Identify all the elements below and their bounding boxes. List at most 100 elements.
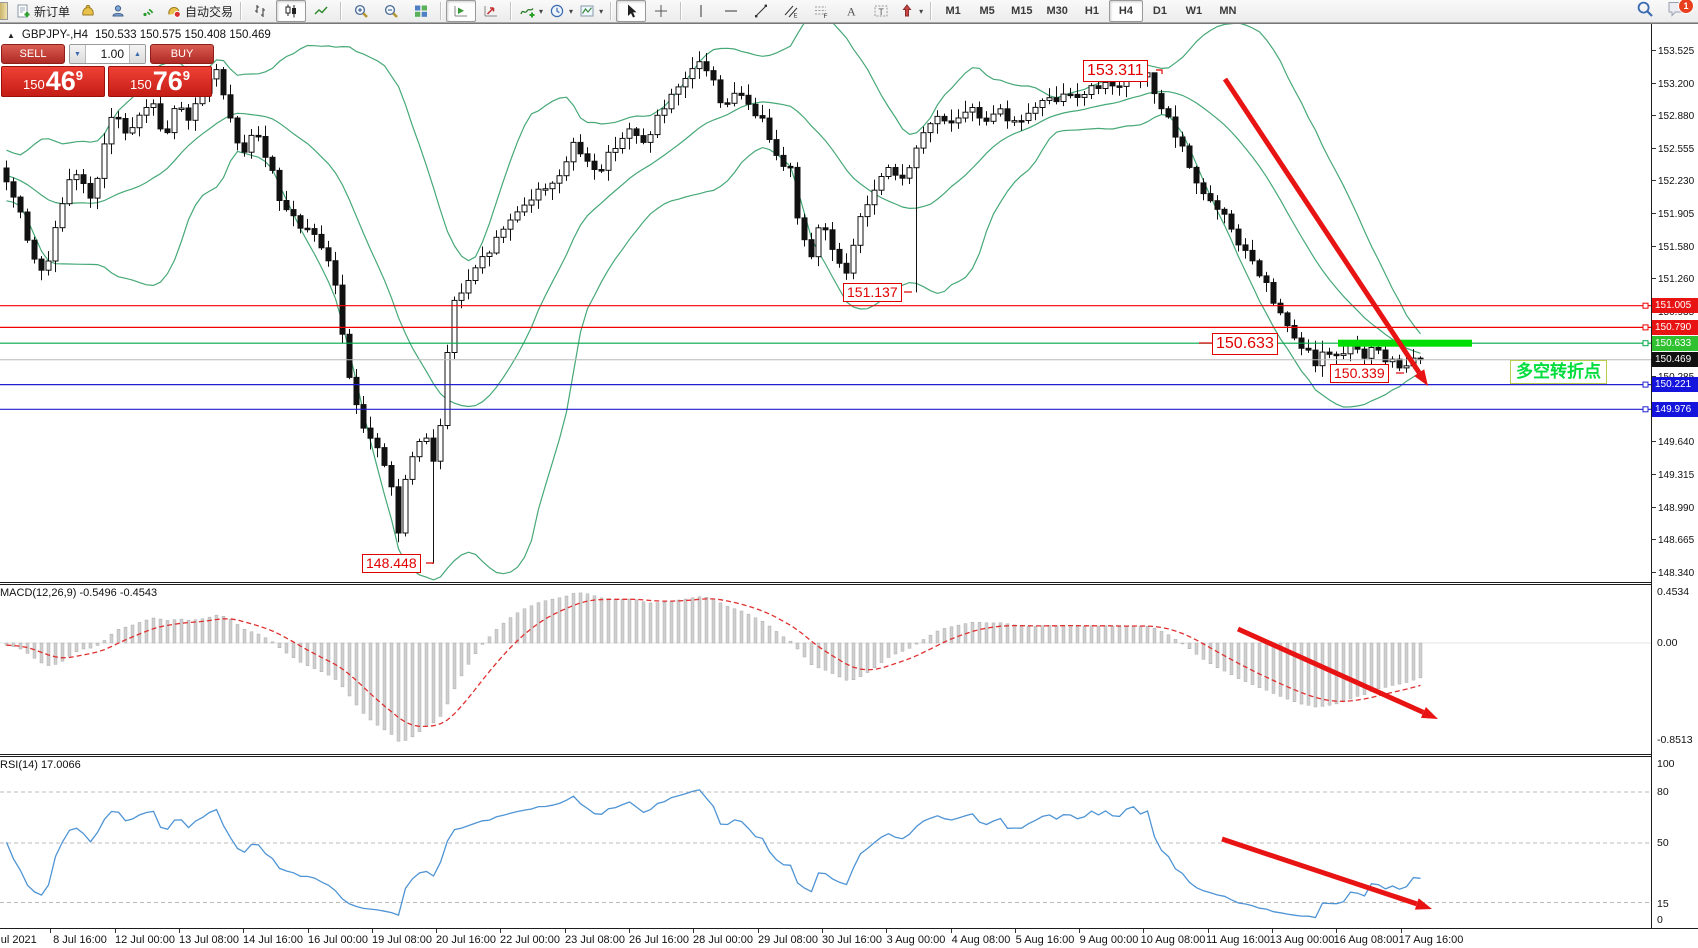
indicators-button[interactable]: ▾ xyxy=(516,0,546,22)
price-pane[interactable] xyxy=(0,24,1651,582)
market-watch-button[interactable] xyxy=(73,0,103,22)
price-axis-tick: 149.640 xyxy=(1652,436,1698,450)
time-axis-tick xyxy=(693,929,694,933)
time-axis-label: 9 Aug 00:00 xyxy=(1079,934,1139,946)
channel-icon: E xyxy=(783,3,799,19)
buy-price-prefix: 150 xyxy=(130,77,152,92)
indicator-axis-label: 100 xyxy=(1657,758,1675,770)
price-axis-badge: 150.469 xyxy=(1652,352,1698,367)
chevron-down-icon[interactable]: ▾ xyxy=(599,6,604,16)
profile-button[interactable] xyxy=(103,0,133,22)
text-icon: A xyxy=(843,3,859,19)
sell-price-big: 46 xyxy=(45,66,76,96)
notifications-button[interactable]: 1 xyxy=(1666,0,1694,21)
text-button[interactable]: A xyxy=(836,0,866,22)
time-axis-label: 17 Aug 16:00 xyxy=(1398,934,1464,946)
toolbar-separator xyxy=(440,2,443,20)
templates-button[interactable]: ▾ xyxy=(576,0,606,22)
auto-trading-button[interactable]: 自动交易 xyxy=(163,0,236,22)
new-order-button[interactable]: 新订单 xyxy=(12,0,73,22)
buy-price-sup: 9 xyxy=(182,68,190,83)
tf-m15-button-label: M15 xyxy=(1011,5,1033,17)
panel-separator[interactable] xyxy=(0,754,1698,757)
chevron-down-icon[interactable]: ▾ xyxy=(539,6,544,16)
sell-price-sup: 9 xyxy=(75,68,83,83)
new-order-button-label: 新订单 xyxy=(34,4,71,19)
vertical-line-button[interactable] xyxy=(686,0,716,22)
tf-h1-button[interactable]: H1 xyxy=(1075,0,1109,22)
vline-icon xyxy=(693,3,709,19)
fibonacci-button[interactable]: F xyxy=(806,0,836,22)
indicators-icon xyxy=(519,3,535,19)
time-axis-label: 13 Aug 00:00 xyxy=(1269,934,1335,946)
text-label-button[interactable]: T xyxy=(866,0,896,22)
time-axis-tick xyxy=(1401,929,1402,933)
rsi-label: RSI(14) 17.0066 xyxy=(0,759,81,771)
line-icon xyxy=(313,3,329,19)
time-axis-label: 16 Jul 00:00 xyxy=(308,934,368,946)
price-annotation[interactable]: 151.137 xyxy=(843,283,902,302)
tf-w1-button[interactable]: W1 xyxy=(1177,0,1211,22)
panel-separator[interactable] xyxy=(0,582,1698,585)
tile-windows-button[interactable] xyxy=(406,0,436,22)
time-axis-tick xyxy=(500,929,501,933)
price-axis[interactable]: 153.525 153.200 152.880 152.555 152.230 151.9… xyxy=(1651,24,1698,928)
shapes-button[interactable]: ▾ xyxy=(896,0,926,22)
tf-mn-button[interactable]: MN xyxy=(1211,0,1245,22)
chart-shift-icon xyxy=(483,3,499,19)
collapse-icon[interactable]: ▲ xyxy=(7,30,15,40)
crosshair-button[interactable] xyxy=(646,0,676,22)
shapes-icon xyxy=(899,3,915,19)
buy-button[interactable]: BUY xyxy=(150,44,214,64)
cursor-button[interactable] xyxy=(616,0,647,22)
profile-icon xyxy=(110,3,126,19)
price-annotation[interactable]: 153.311 xyxy=(1083,60,1148,82)
trendline-button[interactable] xyxy=(746,0,776,22)
tf-d1-button-label: D1 xyxy=(1152,5,1167,17)
new-order-icon xyxy=(15,3,31,19)
signals-button[interactable] xyxy=(133,0,163,22)
tf-m1-button[interactable]: M1 xyxy=(936,0,970,22)
tf-m5-button[interactable]: M5 xyxy=(970,0,1004,22)
buy-price-button[interactable]: 150 76 9 xyxy=(108,66,212,97)
time-axis-label: 22 Jul 00:00 xyxy=(500,934,560,946)
periods-button[interactable]: ▾ xyxy=(546,0,576,22)
zoom-out-icon xyxy=(383,3,399,19)
tf-m30-button[interactable]: M30 xyxy=(1040,0,1075,22)
tf-h4-button[interactable]: H4 xyxy=(1108,0,1143,22)
time-axis-label: 19 Jul 08:00 xyxy=(372,934,432,946)
price-axis-tick: 152.555 xyxy=(1652,143,1698,157)
candlestick-chart-button[interactable] xyxy=(276,0,307,22)
bar-chart-button[interactable] xyxy=(246,0,276,22)
search-button[interactable] xyxy=(1634,1,1656,21)
equidistant-channel-button[interactable]: E xyxy=(776,0,806,22)
line-chart-button[interactable] xyxy=(306,0,336,22)
price-annotation[interactable]: 150.339 xyxy=(1330,364,1389,383)
toolbar-separator xyxy=(610,2,613,20)
time-axis-label: 30 Jul 16:00 xyxy=(822,934,882,946)
price-annotation[interactable]: 150.633 xyxy=(1212,333,1278,355)
zoom-in-button[interactable] xyxy=(346,0,376,22)
zoom-out-button[interactable] xyxy=(376,0,406,22)
time-axis[interactable]: Jul 2021 8 Jul 16:00 12 Jul 00:00 13 Jul 08… xyxy=(0,928,1698,948)
volume-input[interactable]: 1.00 xyxy=(100,47,124,61)
sell-price-button[interactable]: 150 46 9 xyxy=(1,66,105,97)
time-axis-label: 28 Jul 00:00 xyxy=(693,934,753,946)
time-axis-tick xyxy=(1143,929,1144,933)
horizontal-line-button[interactable] xyxy=(716,0,746,22)
sell-button[interactable]: SELL xyxy=(1,44,65,64)
time-axis-label: 20 Jul 16:00 xyxy=(436,934,496,946)
volume-decrease-button[interactable]: ▼ xyxy=(70,45,86,63)
price-axis-tick: 148.340 xyxy=(1652,567,1698,581)
price-annotation[interactable]: 148.448 xyxy=(362,554,421,573)
chevron-down-icon[interactable]: ▾ xyxy=(569,6,574,16)
chevron-down-icon[interactable]: ▾ xyxy=(919,6,924,16)
time-axis-tick xyxy=(951,929,952,933)
note-annotation[interactable]: 多空转折点 xyxy=(1510,360,1607,384)
tf-m15-button[interactable]: M15 xyxy=(1004,0,1039,22)
tf-d1-button[interactable]: D1 xyxy=(1143,0,1177,22)
symbol-header: ▲ GBPJPY-,H4 150.533 150.575 150.408 150… xyxy=(7,29,271,41)
auto-scroll-button[interactable] xyxy=(446,0,477,22)
volume-increase-button[interactable]: ▲ xyxy=(129,45,145,63)
chart-shift-button[interactable] xyxy=(476,0,506,22)
